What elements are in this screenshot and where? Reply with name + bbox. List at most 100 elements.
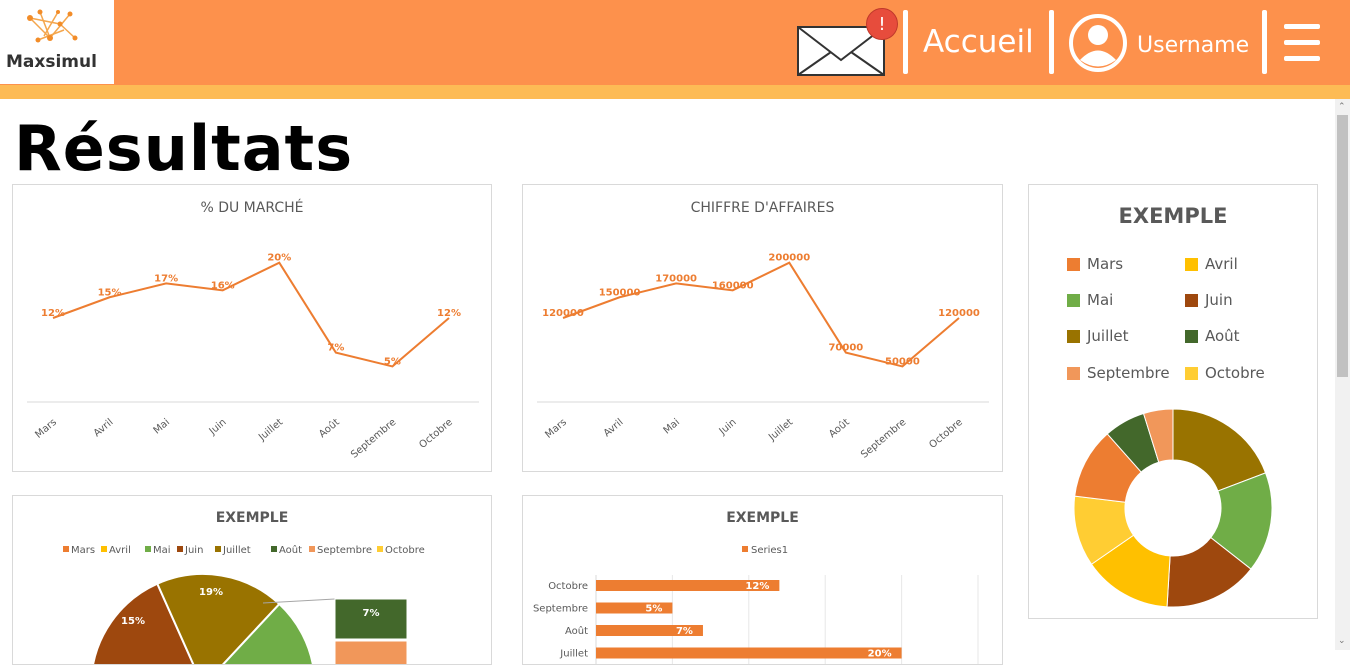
x-tick-label: Avril <box>602 417 626 439</box>
data-label: 5% <box>384 356 401 367</box>
username-label[interactable]: Username <box>1137 33 1250 58</box>
x-tick-label: Juin <box>207 417 229 438</box>
legend-swatch <box>1185 367 1198 380</box>
legend-swatch <box>177 546 183 552</box>
legend-swatch <box>1185 258 1198 271</box>
mail-button[interactable]: ! <box>796 8 900 80</box>
home-link[interactable]: Accueil <box>923 24 1034 60</box>
legend-label: Mars <box>71 545 95 556</box>
market-share-line-chart: 12% Mars 15% Avril 17% Mai 16% Juin 20% Juillet 7%… <box>27 253 479 461</box>
logo[interactable]: Maxsimul <box>0 0 114 84</box>
legend-label: Juin <box>1204 291 1233 309</box>
y-tick-label: Août <box>565 625 588 637</box>
pie-bar-segment <box>334 598 408 640</box>
bar <box>596 580 780 591</box>
bar <box>596 647 902 659</box>
series-line <box>562 261 960 368</box>
pie-bar-segment <box>334 640 408 664</box>
data-label: 7% <box>363 608 380 619</box>
x-tick-label: Août <box>316 416 341 440</box>
x-tick-label: Juillet <box>256 417 285 444</box>
data-label: 20% <box>267 253 291 264</box>
legend-swatch <box>145 546 151 552</box>
data-label: 15% <box>98 287 122 298</box>
bar-card: EXEMPLE Series1 Octobre 12% Septembre 5% Août… <box>522 495 1003 665</box>
data-label: 7% <box>676 626 693 637</box>
legend-swatch <box>215 546 221 552</box>
legend-swatch <box>1185 294 1198 307</box>
chart-title: CHIFFRE D'AFFAIRES <box>690 200 835 216</box>
x-tick-label: Mai <box>152 417 173 437</box>
legend-label: Septembre <box>1087 364 1170 382</box>
legend-label: Octobre <box>385 545 425 556</box>
legend-label: Mai <box>1087 291 1113 309</box>
data-label: 12% <box>437 308 461 319</box>
donut-card: EXEMPLE Mars Avril Mai Juin Juillet Août Septe… <box>1028 184 1318 619</box>
legend-swatch <box>101 546 107 552</box>
nav-separator <box>1049 10 1054 74</box>
legend-swatch <box>1067 294 1080 307</box>
x-tick-label: Mai <box>662 417 683 437</box>
legend-label: Juillet <box>1086 327 1129 345</box>
vertical-scrollbar[interactable]: ⌃ ⌄ <box>1335 99 1350 650</box>
legend-swatch <box>377 546 383 552</box>
chart-title: % DU MARCHÉ <box>200 200 304 216</box>
legend-label: Mai <box>153 545 171 556</box>
x-tick-label: Avril <box>92 417 116 439</box>
page-title: Résultats <box>14 112 354 185</box>
nav-separator <box>1262 10 1267 74</box>
legend-swatch <box>63 546 69 552</box>
legend-swatch <box>309 546 315 552</box>
pie-slice <box>222 602 314 664</box>
notification-badge: ! <box>866 8 898 40</box>
legend-swatch <box>1067 330 1080 343</box>
y-tick-label: Juillet <box>559 649 588 660</box>
pie-card: EXEMPLE Mars Avril Mai Juin Juillet Août Septe… <box>12 495 492 665</box>
data-label: 16% <box>211 280 235 291</box>
data-label: 12% <box>41 308 65 319</box>
legend-label: Series1 <box>751 545 788 556</box>
legend-label: Juin <box>184 545 203 556</box>
x-tick-label: Août <box>826 416 851 440</box>
bar <box>596 625 703 636</box>
data-label: 17% <box>154 273 178 284</box>
chart-title: EXEMPLE <box>726 510 799 526</box>
y-tick-label: Octobre <box>548 581 588 592</box>
legend-label: Août <box>1205 327 1240 345</box>
legend-label: Avril <box>109 545 131 556</box>
scroll-down-icon[interactable]: ⌄ <box>1338 635 1346 645</box>
legend-swatch <box>1067 258 1080 271</box>
legend-label: Octobre <box>1205 364 1265 382</box>
user-avatar-icon[interactable] <box>1068 13 1128 73</box>
connector-line <box>262 598 336 604</box>
x-tick-label: Octobre <box>927 417 965 451</box>
legend-label: Mars <box>1087 255 1123 273</box>
bar <box>596 602 673 614</box>
y-tick-label: Septembre <box>533 604 588 615</box>
legend-label: Avril <box>1205 255 1238 273</box>
molecule-logo-icon <box>27 9 78 43</box>
data-label: 7% <box>327 343 344 354</box>
chart-title: EXEMPLE <box>215 510 289 526</box>
pie-slice <box>92 582 195 664</box>
legend-swatch <box>742 546 748 552</box>
data-label: 19% <box>199 587 223 598</box>
legend-swatch <box>1185 330 1198 343</box>
series-line <box>52 261 450 368</box>
data-label: 12% <box>745 581 769 592</box>
donut-slice <box>1142 408 1174 463</box>
pie-of-pie-chart: Mars Avril Mai Juin Juillet Août Septembre Octo… <box>63 544 425 664</box>
data-label: 50000 <box>885 356 920 367</box>
x-tick-label: Mars <box>543 417 569 441</box>
x-tick-label: Septembre <box>859 417 908 461</box>
hamburger-menu-icon[interactable] <box>1284 22 1320 64</box>
scrollbar-thumb[interactable] <box>1337 115 1348 377</box>
market-share-card: % DU MARCHÉ 12% Mars 15% Avril 17% Mai 16% Juin… <box>12 184 492 472</box>
data-label: 5% <box>645 604 662 615</box>
scroll-up-icon[interactable]: ⌃ <box>1338 101 1346 111</box>
data-label: 20% <box>868 649 892 660</box>
x-tick-label: Juin <box>717 417 739 438</box>
legend-swatch <box>1067 367 1080 380</box>
pie-slice <box>156 573 281 664</box>
data-label: 15% <box>121 616 145 627</box>
